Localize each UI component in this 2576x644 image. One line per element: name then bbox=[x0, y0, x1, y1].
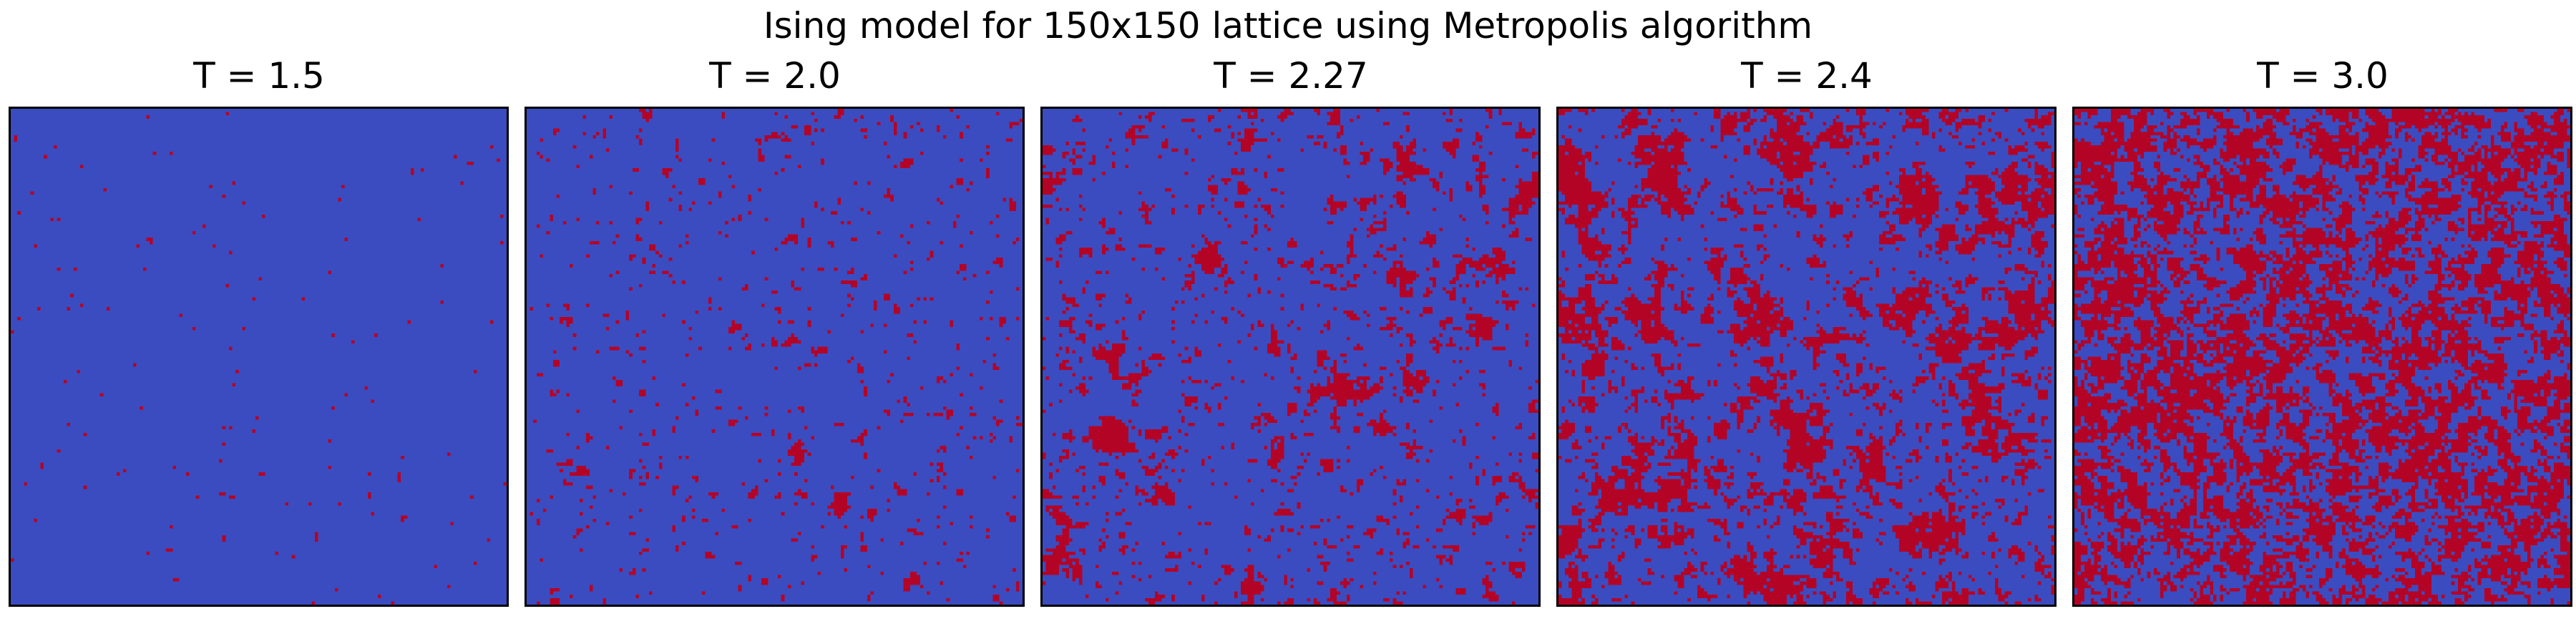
lattice-panel-3 bbox=[1040, 107, 1541, 607]
panel-title-3: T = 2.27 bbox=[1214, 55, 1368, 97]
lattice-panel-5 bbox=[2072, 107, 2572, 607]
lattice-panel-4 bbox=[1556, 107, 2057, 607]
figure-title: Ising model for 150x150 lattice using Me… bbox=[763, 5, 1813, 47]
lattice-heatmap-3 bbox=[1043, 109, 1538, 605]
lattice-panel-2 bbox=[525, 107, 1025, 607]
panel-title-2: T = 2.0 bbox=[709, 55, 841, 97]
panel-title-5: T = 3.0 bbox=[2257, 55, 2389, 97]
lattice-heatmap-5 bbox=[2074, 109, 2570, 605]
panel-title-1: T = 1.5 bbox=[193, 55, 325, 97]
lattice-panel-1 bbox=[9, 107, 509, 607]
lattice-heatmap-1 bbox=[11, 109, 507, 605]
lattice-heatmap-2 bbox=[527, 109, 1023, 605]
lattice-heatmap-4 bbox=[1558, 109, 2054, 605]
panel-title-4: T = 2.4 bbox=[1741, 55, 1873, 97]
